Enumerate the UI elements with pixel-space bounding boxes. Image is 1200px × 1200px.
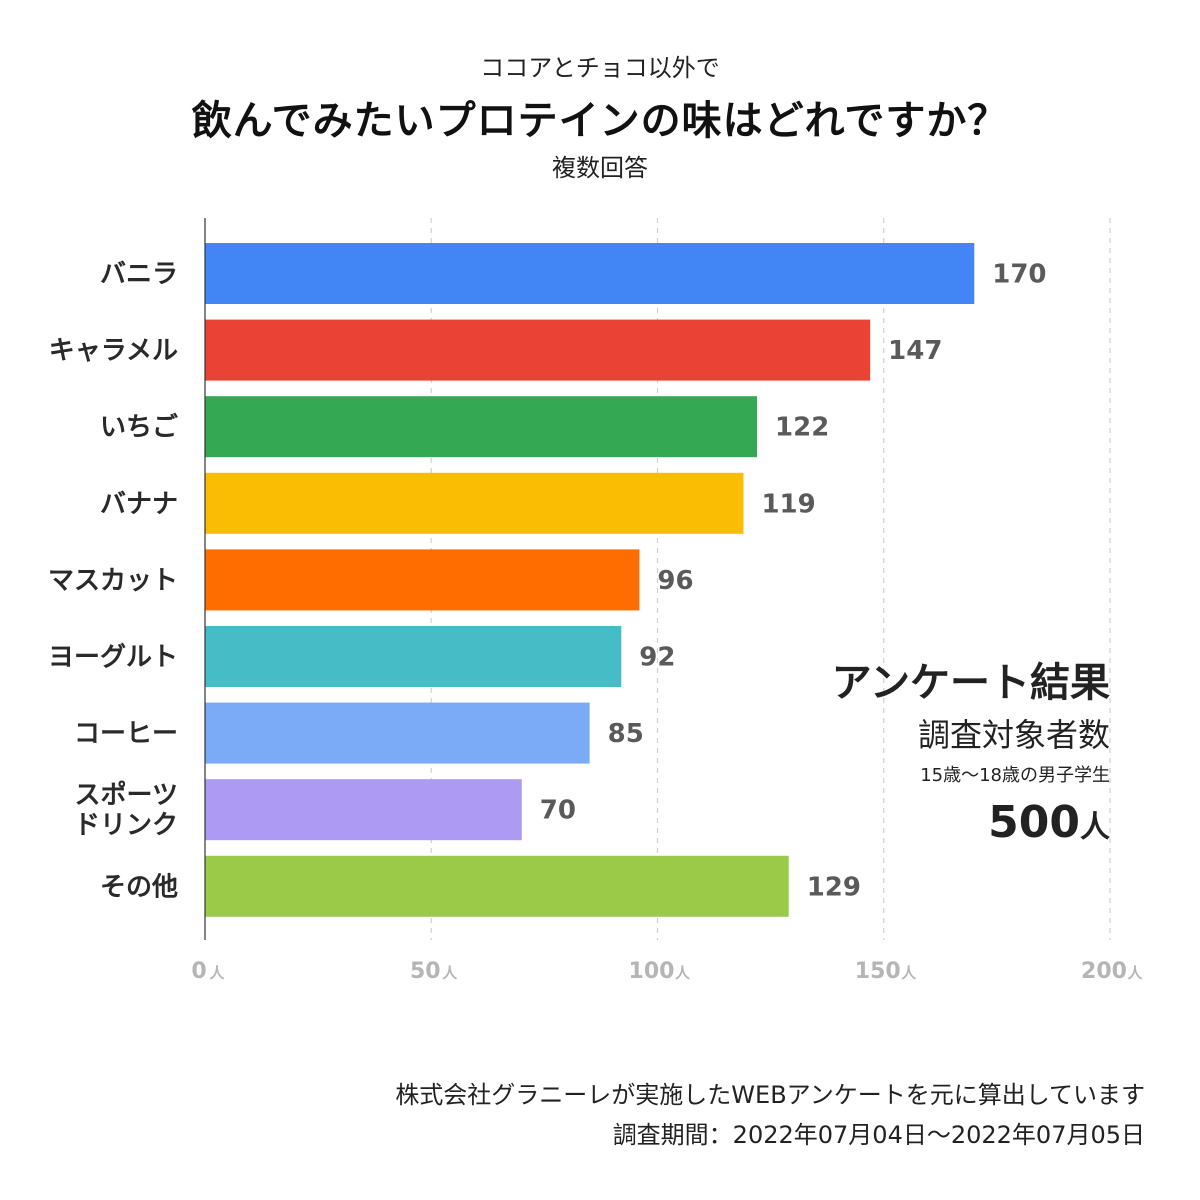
value-label: 170 bbox=[992, 260, 1046, 290]
category-label: バニラ bbox=[100, 260, 178, 290]
summary-respondent-count: 500人 bbox=[832, 793, 1110, 862]
category-label: その他 bbox=[100, 872, 178, 902]
category-label: スポーツ bbox=[75, 780, 178, 811]
chart-subtitle-top: ココアとチョコ以外で bbox=[480, 54, 720, 82]
value-label: 92 bbox=[639, 643, 675, 673]
bar-chart: 170 バニラ 147 キャラメル 122 いちご 119 バナナ 96 マスカット 92 ヨーグルト… bbox=[48, 218, 1144, 984]
bar bbox=[205, 779, 522, 841]
category-label: バナナ bbox=[100, 489, 178, 519]
value-label: 70 bbox=[540, 796, 576, 826]
x-tick-unit: 人 bbox=[442, 964, 458, 982]
value-label: 96 bbox=[657, 566, 693, 596]
chart-subtitle-bottom: 複数回答 bbox=[552, 154, 648, 182]
footer-period-text: 調査期間：2022年07月04日〜2022年07月05日 bbox=[612, 1121, 1145, 1149]
bar bbox=[205, 626, 622, 687]
x-tick-unit: 人 bbox=[901, 964, 917, 982]
bar bbox=[205, 855, 789, 917]
bar bbox=[205, 243, 975, 304]
value-label: 122 bbox=[775, 413, 829, 443]
x-tick-label: 200 bbox=[1081, 959, 1127, 984]
survey-summary: アンケート結果 調査対象者数 15歳〜18歳の男子学生 500人 bbox=[832, 655, 1110, 862]
x-tick-label: 150 bbox=[855, 959, 901, 984]
category-label: いちご bbox=[100, 412, 178, 443]
category-label: キャラメル bbox=[49, 336, 178, 366]
value-label: 129 bbox=[807, 872, 861, 902]
footer-source-text: 株式会社グラニーレが実施したWEBアンケートを元に算出しています bbox=[395, 1081, 1145, 1109]
summary-target-label: 調査対象者数 bbox=[917, 716, 1110, 754]
category-label: ヨーグルト bbox=[48, 643, 178, 673]
x-tick-unit: 人 bbox=[1128, 964, 1144, 982]
footer-note: 株式会社グラニーレが実施したWEBアンケートを元に算出しています 調査期間：20… bbox=[395, 1075, 1145, 1155]
bar bbox=[205, 702, 590, 764]
category-label: マスカット bbox=[48, 566, 178, 596]
chart-title: 飲んでみたいプロテインの味はどれですか？ bbox=[191, 98, 1009, 144]
summary-count-number: 500 bbox=[988, 797, 1080, 848]
value-label: 85 bbox=[608, 719, 644, 749]
summary-title: アンケート結果 bbox=[831, 660, 1110, 706]
value-label: 147 bbox=[888, 336, 942, 366]
x-tick-label: 0 bbox=[191, 959, 206, 984]
summary-target-description: 15歳〜18歳の男子学生 bbox=[920, 765, 1110, 786]
bar bbox=[205, 319, 871, 381]
bar bbox=[205, 396, 758, 458]
bar bbox=[205, 472, 744, 534]
value-label: 119 bbox=[761, 489, 815, 519]
category-label: ドリンク bbox=[74, 811, 178, 841]
x-tick-unit: 人 bbox=[675, 964, 691, 982]
category-label: コーヒー bbox=[74, 719, 178, 749]
bar bbox=[205, 549, 640, 611]
x-tick-label: 100 bbox=[629, 959, 675, 984]
summary-count-unit: 人 bbox=[1080, 810, 1110, 845]
x-tick-unit: 人 bbox=[210, 964, 226, 982]
x-tick-label: 50 bbox=[410, 959, 441, 984]
